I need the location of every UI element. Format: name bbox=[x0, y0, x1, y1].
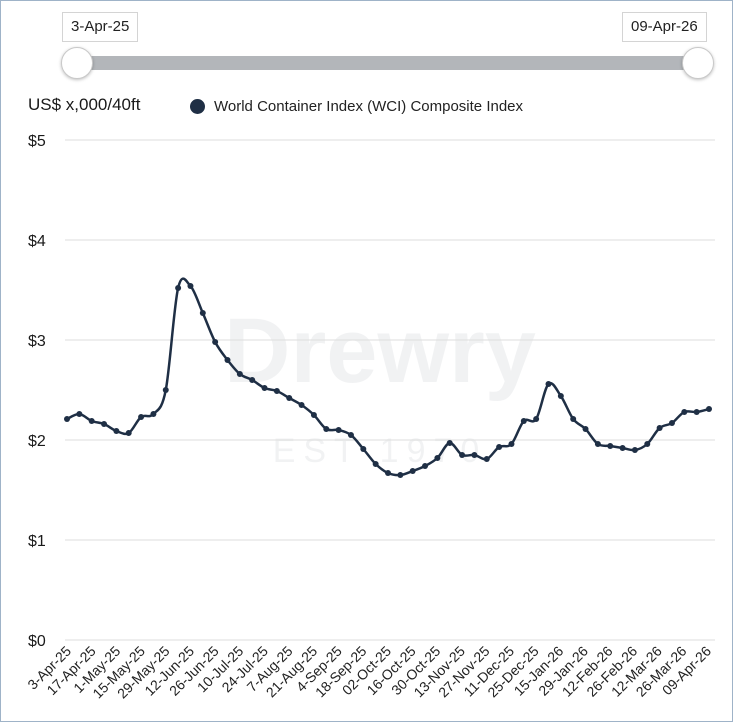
data-point[interactable] bbox=[582, 426, 589, 432]
data-point[interactable] bbox=[533, 416, 540, 422]
range-slider-track[interactable] bbox=[77, 56, 699, 70]
data-point[interactable] bbox=[273, 388, 280, 394]
data-point[interactable] bbox=[335, 427, 342, 433]
data-point[interactable] bbox=[459, 452, 466, 458]
watermark: Drewry EST 1970 bbox=[224, 300, 536, 470]
data-point[interactable] bbox=[668, 420, 675, 426]
legend-marker bbox=[190, 99, 205, 114]
data-point[interactable] bbox=[619, 445, 626, 451]
data-point[interactable] bbox=[631, 447, 638, 453]
data-point[interactable] bbox=[446, 440, 453, 446]
range-end-handle[interactable] bbox=[682, 47, 714, 79]
data-point[interactable] bbox=[113, 428, 120, 434]
data-point[interactable] bbox=[422, 463, 429, 469]
data-point[interactable] bbox=[249, 377, 256, 383]
data-point[interactable] bbox=[557, 393, 564, 399]
legend[interactable]: World Container Index (WCI) Composite In… bbox=[190, 98, 523, 115]
data-point[interactable] bbox=[310, 412, 317, 418]
data-point[interactable] bbox=[360, 446, 367, 452]
data-point[interactable] bbox=[594, 441, 601, 447]
y-tick-label: $0 bbox=[28, 633, 46, 650]
y-tick-label: $4 bbox=[28, 233, 46, 250]
data-point[interactable] bbox=[434, 455, 441, 461]
data-point[interactable] bbox=[607, 443, 614, 449]
data-point[interactable] bbox=[681, 409, 688, 415]
y-axis-unit-label: US$ x,000/40ft bbox=[28, 95, 141, 114]
data-point[interactable] bbox=[212, 339, 219, 345]
data-point[interactable] bbox=[347, 432, 354, 438]
data-point[interactable] bbox=[693, 409, 700, 415]
data-point[interactable] bbox=[706, 406, 712, 412]
data-point[interactable] bbox=[150, 411, 157, 417]
data-point[interactable] bbox=[385, 470, 391, 476]
data-point[interactable] bbox=[397, 472, 404, 478]
data-point[interactable] bbox=[545, 381, 552, 387]
data-point[interactable] bbox=[496, 444, 503, 450]
legend-label: World Container Index (WCI) Composite In… bbox=[214, 98, 524, 115]
data-point[interactable] bbox=[656, 425, 663, 431]
data-point[interactable] bbox=[644, 441, 651, 447]
gridlines bbox=[65, 139, 715, 641]
y-tick-label: $3 bbox=[28, 333, 46, 350]
data-point[interactable] bbox=[483, 456, 490, 462]
range-start-label: 3-Apr-25 bbox=[62, 12, 139, 42]
data-point[interactable] bbox=[372, 461, 379, 467]
data-point[interactable] bbox=[508, 441, 515, 447]
data-point[interactable] bbox=[261, 385, 268, 391]
data-point[interactable] bbox=[175, 285, 182, 291]
y-tick-label: $1 bbox=[28, 533, 46, 550]
watermark-tagline: EST 1970 bbox=[273, 432, 488, 470]
y-tick-label: $5 bbox=[28, 133, 46, 150]
data-point[interactable] bbox=[64, 416, 70, 422]
data-point[interactable] bbox=[138, 414, 145, 420]
y-tick-label: $2 bbox=[28, 433, 46, 450]
data-point[interactable] bbox=[286, 395, 293, 401]
data-point[interactable] bbox=[298, 402, 305, 408]
data-point[interactable] bbox=[570, 416, 577, 422]
range-end-label: 09-Apr-26 bbox=[622, 12, 707, 42]
data-point[interactable] bbox=[187, 283, 194, 289]
y-axis-labels: $0 $1 $2 $3 $4 $5 bbox=[28, 133, 46, 650]
data-point[interactable] bbox=[236, 371, 243, 377]
data-point[interactable] bbox=[224, 357, 231, 363]
data-point[interactable] bbox=[409, 468, 416, 474]
data-point[interactable] bbox=[199, 310, 206, 316]
data-point[interactable] bbox=[76, 411, 83, 417]
data-point[interactable] bbox=[520, 418, 527, 424]
data-point[interactable] bbox=[323, 426, 330, 432]
data-point[interactable] bbox=[162, 387, 169, 393]
data-point[interactable] bbox=[125, 430, 132, 436]
range-start-handle[interactable] bbox=[61, 47, 93, 79]
watermark-brand: Drewry bbox=[224, 300, 536, 402]
data-point[interactable] bbox=[471, 452, 478, 458]
x-axis-labels: 3-Apr-2517-Apr-251-May-2515-May-2529-May… bbox=[24, 643, 714, 702]
data-point[interactable] bbox=[101, 421, 108, 427]
data-point[interactable] bbox=[88, 418, 95, 424]
series-group bbox=[64, 277, 712, 478]
